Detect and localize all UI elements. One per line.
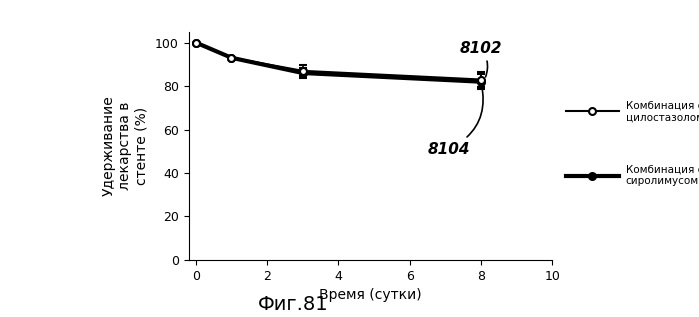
Text: 8102: 8102: [459, 41, 502, 77]
Text: 8104: 8104: [428, 84, 483, 157]
Text: Комбинация с
цилостазолом: Комбинация с цилостазолом: [626, 101, 699, 122]
Text: Фиг.81: Фиг.81: [258, 295, 329, 314]
Text: Комбинация с
сиролимусом: Комбинация с сиролимусом: [626, 165, 699, 186]
X-axis label: Время (сутки): Время (сутки): [319, 288, 421, 302]
Y-axis label: Удерживание
лекарства в
стенте (%): Удерживание лекарства в стенте (%): [102, 95, 148, 196]
